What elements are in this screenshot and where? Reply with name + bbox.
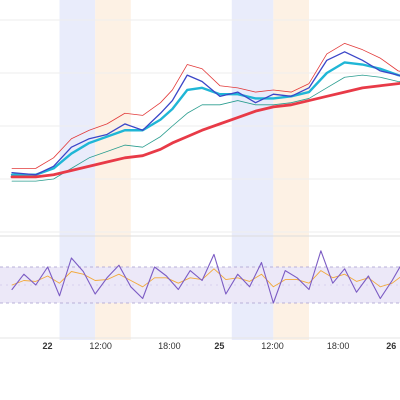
x-tick-label: 12:00 <box>261 341 284 351</box>
x-tick-label: 22 <box>42 341 52 351</box>
series-upper-band <box>11 42 400 169</box>
series-oscillator <box>11 250 400 304</box>
x-tick-label: 26 <box>386 341 396 351</box>
series-fast-ma <box>10 61 400 176</box>
x-tick-label: 25 <box>214 341 224 351</box>
x-tick-label: 18:00 <box>327 341 350 351</box>
series-close <box>11 51 400 176</box>
series-lower-band <box>11 74 400 182</box>
series-slow-ma <box>10 81 400 179</box>
x-tick-label: 12:00 <box>89 341 112 351</box>
x-tick-label: 18:00 <box>158 341 181 351</box>
